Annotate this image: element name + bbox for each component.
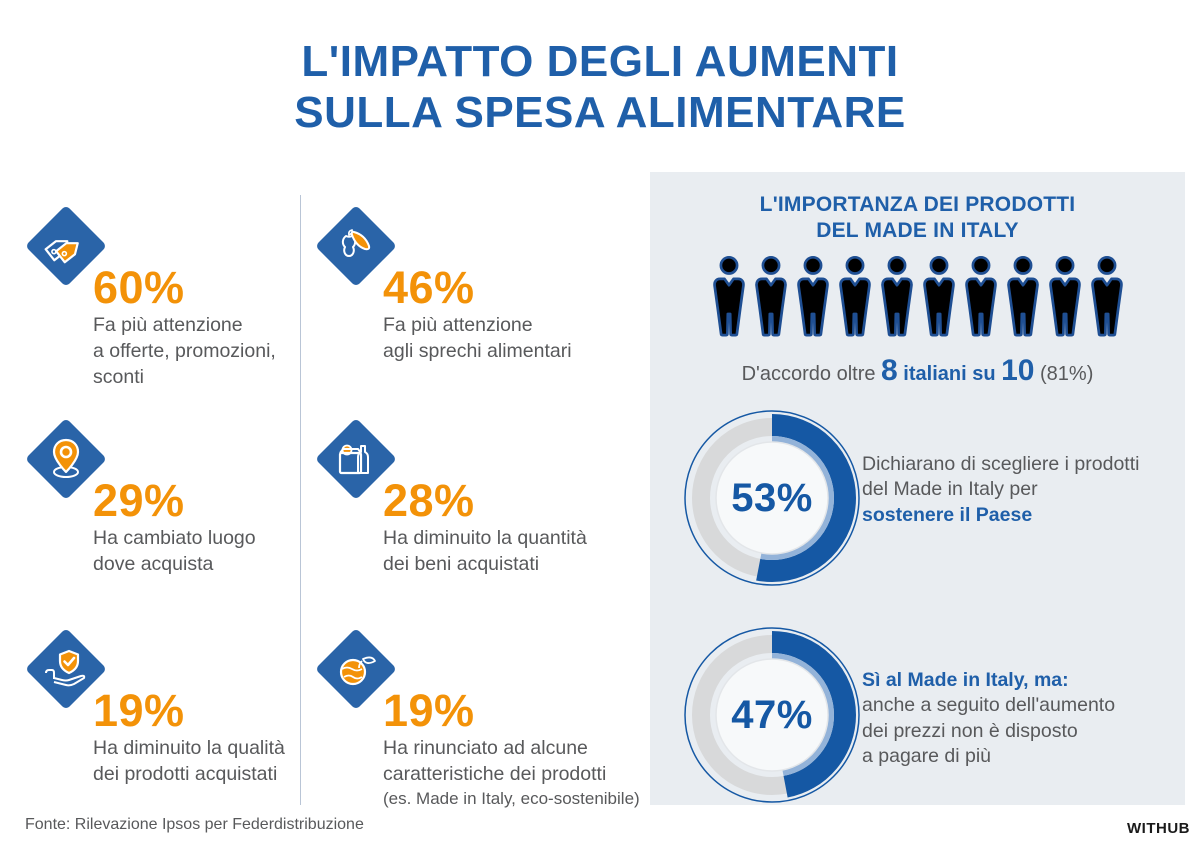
location-pin-icon (52, 438, 80, 478)
page-title: L'IMPATTO DEGLI AUMENTI SULLA SPESA ALIM… (294, 37, 906, 138)
person-icon (753, 254, 789, 338)
person-icon (921, 254, 957, 338)
stat-text: Fa più attenzione a offerte, promozioni,… (93, 314, 276, 388)
stat-value: 19% (93, 685, 185, 736)
agreement-number-10: 10 (1001, 354, 1035, 387)
quality-shield-icon (45, 649, 86, 687)
stat-value: 19% (383, 685, 475, 736)
person-icon (1089, 254, 1125, 338)
stat-note: (es. Made in Italy, eco-sostenibile) (383, 789, 640, 808)
column-divider (300, 195, 301, 805)
person-icon (879, 254, 915, 338)
person-icon (1005, 254, 1041, 338)
price-tags-icon (44, 240, 79, 264)
source-note: Fonte: Rilevazione Ipsos per Federdistri… (25, 816, 364, 833)
agreement-suffix: (81%) (1034, 363, 1094, 385)
person-icon (1047, 254, 1083, 338)
donut-value: 47% (731, 692, 813, 737)
person-icon (711, 254, 747, 338)
stat-text: Ha cambiato luogo dove acquista (93, 527, 256, 575)
donut-text-gray: Dichiarano di scegliere i prodotti del M… (862, 453, 1140, 501)
person-icon (795, 254, 831, 338)
donut-ring (684, 627, 860, 803)
stat-text: Ha rinunciato ad alcune caratteristiche … (383, 737, 607, 785)
donut-value: 53% (731, 475, 813, 520)
donut-description: Dichiarano di scegliere i prodotti del M… (862, 452, 1172, 528)
stat-value: 28% (383, 475, 475, 526)
made-in-italy-panel: L'IMPORTANZA DEI PRODOTTI DEL MADE IN IT… (650, 172, 1185, 805)
person-icon (837, 254, 873, 338)
stat-value: 46% (383, 262, 475, 313)
withub-logo: WITHUB (1127, 820, 1190, 837)
agreement-prefix: D'accordo oltre (741, 363, 882, 385)
donut-ring (684, 410, 860, 586)
agreement-caption: D'accordo oltre 8 italiani su 10 (81%) (650, 354, 1185, 388)
food-waste-icon (341, 229, 371, 257)
person-icon (963, 254, 999, 338)
stat-text: Ha diminuito la quantità dei beni acquis… (383, 527, 587, 575)
stat-text: Ha diminuito la qualità dei prodotti acq… (93, 737, 285, 785)
pictogram-row (650, 254, 1185, 340)
panel-title: L'IMPORTANZA DEI PRODOTTI DEL MADE IN IT… (759, 193, 1076, 243)
stat-value: 60% (93, 262, 185, 313)
agreement-number-8: 8 (881, 354, 898, 387)
donut-chart-47: 47% (682, 625, 862, 805)
donut-chart-53: 53% (682, 408, 862, 588)
globe-eco-icon (339, 656, 376, 686)
donut-text-gray: anche a seguito dell'aumento dei prezzi … (862, 694, 1116, 768)
stat-value: 29% (93, 475, 185, 526)
agreement-mid: italiani su (897, 363, 1002, 385)
stat-text: Fa più attenzione agli sprechi alimentar… (383, 314, 572, 362)
donut-text-bold: Sì al Made in Italy, ma: (862, 669, 1069, 691)
donut-text-bold: sostenere il Paese (862, 503, 1033, 526)
shopping-bag-icon (338, 444, 369, 475)
donut-description: Sì al Made in Italy, ma: anche a seguito… (862, 668, 1172, 769)
